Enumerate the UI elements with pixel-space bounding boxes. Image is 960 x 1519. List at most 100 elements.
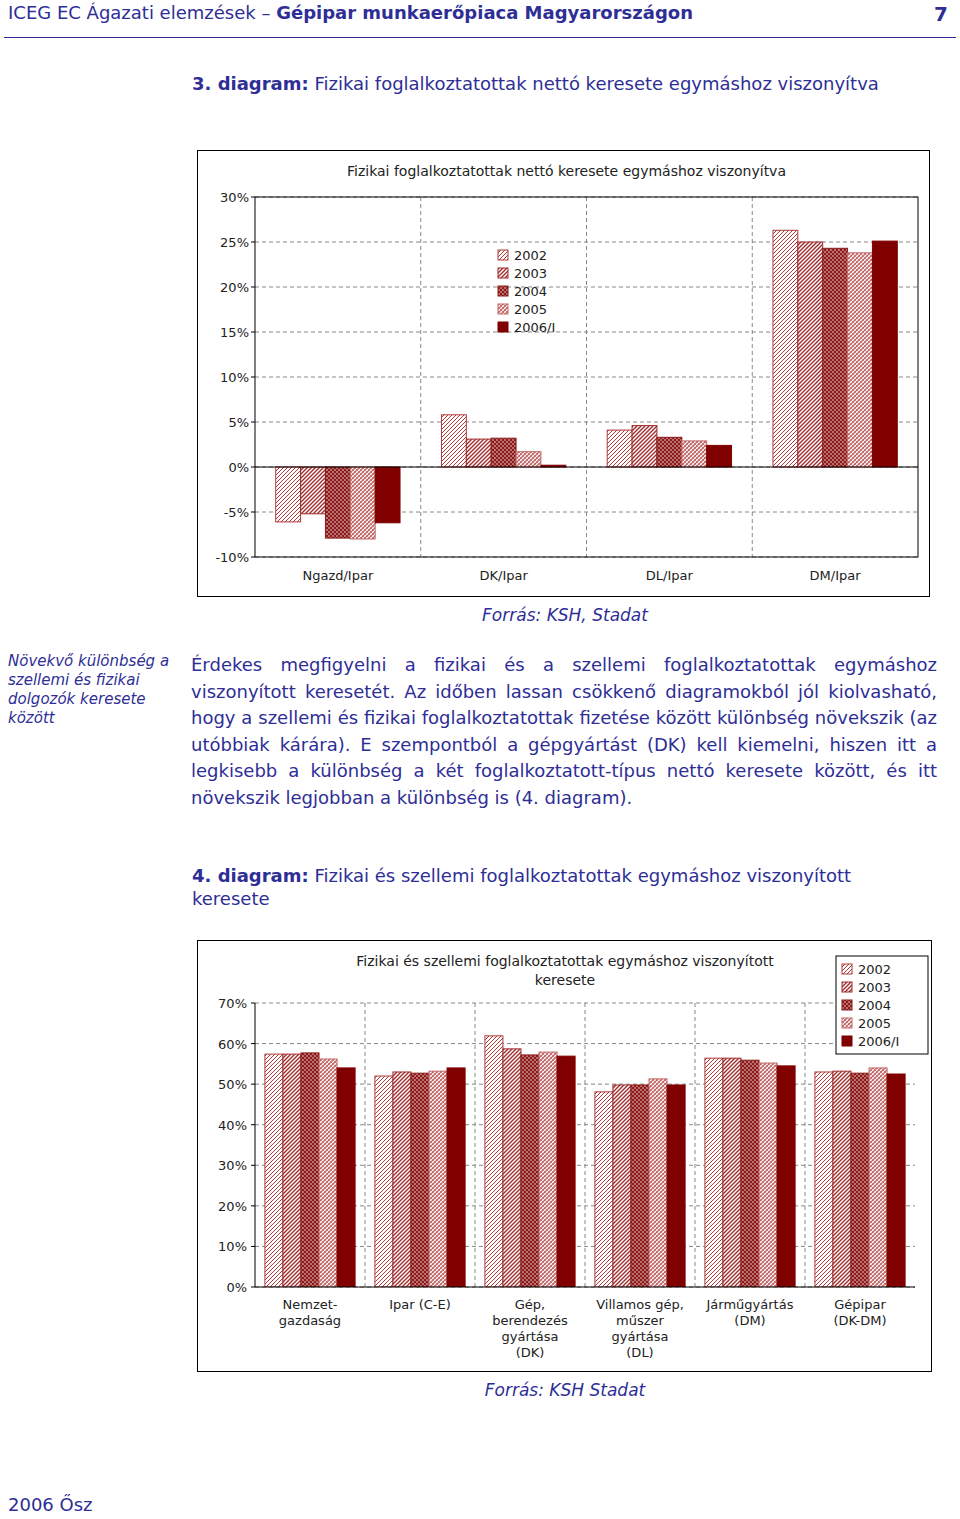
legend-label: 2003 (858, 980, 891, 995)
text-line: Gép, (515, 1297, 545, 1312)
bar (411, 1073, 429, 1287)
text-line: műszer (616, 1313, 664, 1328)
tick-mark (251, 512, 255, 513)
category-grid (805, 1003, 806, 1287)
page-header: ICEG EC Ágazati elemzések – Gépipar munk… (8, 2, 693, 23)
legend-swatch (842, 982, 852, 992)
category-label: Gép,berendezésgyártása(DK) (492, 1297, 568, 1360)
legend: 20022003200420052006/I (498, 248, 555, 335)
bar (375, 1076, 393, 1287)
tick-label: -10% (215, 550, 249, 565)
header-bold: Gépipar munkaerőpiaca Magyarországon (276, 2, 693, 23)
tick-label: 25% (220, 235, 249, 250)
text-line: berendezés (492, 1313, 568, 1328)
tick-label: 20% (218, 1199, 247, 1214)
text-line: Ngazd/Ipar (302, 568, 373, 583)
side-note: Növekvő különbség a szellemi és fizikai … (8, 652, 180, 728)
bar (337, 1068, 355, 1287)
bar (773, 230, 798, 467)
tick-label: 20% (220, 280, 249, 295)
bar (631, 1085, 649, 1287)
category-grid (365, 1003, 366, 1287)
grid-line (255, 1043, 915, 1044)
chart-border (198, 151, 930, 597)
category-grid (420, 197, 421, 557)
legend-label: 2004 (858, 998, 891, 1013)
legend-swatch (842, 1018, 852, 1028)
bar (441, 415, 466, 467)
text-line: DM/Ipar (810, 568, 862, 583)
tick-label: 0% (226, 1280, 247, 1295)
tick-mark (251, 467, 255, 468)
bar (265, 1054, 283, 1287)
legend-swatch (842, 1036, 852, 1046)
legend-label: 2002 (514, 248, 547, 263)
bar (503, 1049, 521, 1287)
source-note: Forrás: KSH, Stadat (380, 605, 750, 625)
tick-mark (251, 1084, 255, 1085)
category-label: Villamos gép,műszergyártása(DL) (596, 1297, 684, 1360)
tick-mark (251, 1165, 255, 1166)
bar (557, 1056, 575, 1287)
tick-mark (251, 1205, 255, 1206)
chart-border (198, 941, 932, 1372)
y-axis: -10%-5%0%5%10%15%20%25%30% (215, 190, 918, 565)
bar (657, 437, 682, 467)
bar (325, 467, 350, 538)
tick-mark (251, 1043, 255, 1044)
tick-label: 40% (218, 1118, 247, 1133)
text-line: DL/Ipar (646, 568, 694, 583)
legend-label: 2005 (858, 1016, 891, 1031)
bar (466, 439, 491, 467)
bar (632, 426, 657, 467)
page-footer: 2006 Ősz (8, 1494, 93, 1515)
bar (301, 467, 326, 514)
tick-label: 70% (218, 996, 247, 1011)
y-axis-line (255, 1003, 256, 1287)
legend-swatch (842, 1000, 852, 1010)
source-note: Forrás: KSH Stadat (380, 1380, 750, 1400)
tick-label: 10% (218, 1239, 247, 1254)
legend-label: 2005 (514, 302, 547, 317)
bar (301, 1053, 319, 1287)
figure-caption: 3. diagram: Fizikai foglalkoztatottak ne… (192, 72, 927, 95)
tick-mark (251, 197, 255, 198)
bar (723, 1058, 741, 1287)
text-line: (DK-DM) (833, 1313, 886, 1328)
category-grid (585, 1003, 586, 1287)
caption-label: 3. diagram: (192, 73, 309, 94)
tick-mark (251, 1003, 255, 1004)
bar (707, 445, 732, 467)
zero-line (255, 1287, 915, 1288)
legend-label: 2006/I (514, 320, 555, 335)
legend-swatch (498, 268, 508, 278)
figure-caption: 4. diagram: Fizikai és szellemi foglalko… (192, 864, 927, 910)
tick-label: 60% (218, 1037, 247, 1052)
bar (393, 1072, 411, 1287)
text-line: Villamos gép, (596, 1297, 684, 1312)
chart: Fizikai és szellemi foglalkoztatottak eg… (197, 940, 932, 1372)
bar (319, 1059, 337, 1287)
bars (276, 230, 898, 539)
bar (429, 1071, 447, 1287)
text-line: gyártása (501, 1329, 558, 1344)
bar (851, 1073, 869, 1287)
chart-title: Fizikai és szellemi foglalkoztatottak eg… (356, 953, 774, 988)
paragraph: Érdekes megfigyelni a fizikai és a szell… (191, 652, 937, 811)
caption-text: Fizikai foglalkoztatottak nettó keresete… (314, 73, 878, 94)
page-number: 7 (934, 2, 948, 26)
y-axis: 0%10%20%30%40%50%60%70% (218, 996, 915, 1295)
legend-label: 2002 (858, 962, 891, 977)
bar (741, 1060, 759, 1287)
bar (682, 441, 707, 467)
category-label: Gépipar(DK-DM) (833, 1297, 886, 1328)
tick-label: -5% (224, 505, 249, 520)
tick-mark (251, 377, 255, 378)
bar (887, 1074, 905, 1287)
bar (350, 467, 375, 539)
plot-frame (255, 197, 918, 557)
tick-label: 30% (218, 1158, 247, 1173)
text-line: DK/Ipar (479, 568, 528, 583)
bar (375, 467, 400, 523)
tick-mark (251, 1246, 255, 1247)
